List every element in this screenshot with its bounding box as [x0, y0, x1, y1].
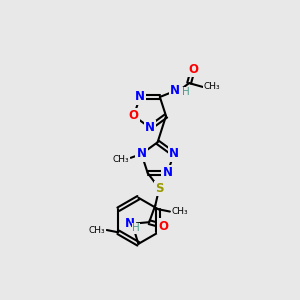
Text: N: N: [163, 167, 172, 179]
Text: O: O: [158, 220, 168, 232]
Text: H: H: [132, 223, 140, 233]
Text: O: O: [188, 63, 198, 76]
Text: N: N: [136, 148, 146, 160]
Text: N: N: [145, 121, 155, 134]
Text: H: H: [182, 87, 190, 98]
Text: N: N: [135, 91, 145, 103]
Text: N: N: [170, 84, 180, 97]
Text: O: O: [129, 110, 139, 122]
Text: S: S: [155, 182, 164, 195]
Text: N: N: [125, 217, 135, 230]
Text: CH₃: CH₃: [171, 207, 188, 216]
Text: N: N: [169, 148, 179, 160]
Text: CH₃: CH₃: [204, 82, 220, 91]
Text: CH₃: CH₃: [88, 226, 105, 235]
Text: CH₃: CH₃: [112, 155, 129, 164]
